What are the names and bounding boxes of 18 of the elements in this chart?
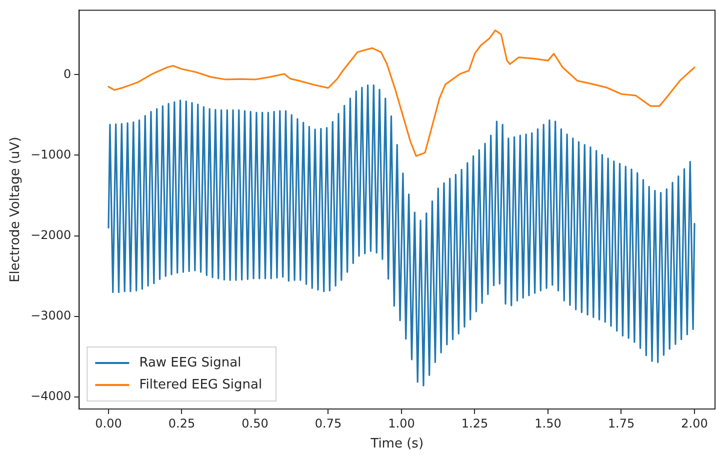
- y-tick-label: 0: [64, 66, 72, 81]
- y-tick-label: −4000: [30, 389, 72, 404]
- y-tick-label: −1000: [30, 147, 72, 162]
- x-tick-label: 1.00: [388, 416, 415, 430]
- y-tick-label: −3000: [30, 308, 72, 322]
- x-tick-label: 0.25: [168, 416, 196, 430]
- x-tick-label: 0.75: [314, 416, 342, 430]
- x-tick-label: 1.25: [461, 416, 488, 430]
- x-tick-label: 2.00: [681, 416, 708, 430]
- x-axis-title: Time (s): [370, 436, 424, 452]
- x-tick-label: 0.50: [242, 416, 268, 430]
- legend-label: Filtered EEG Signal: [139, 377, 262, 392]
- x-tick-label: 1.50: [534, 416, 562, 430]
- x-tick-label: 0.00: [95, 416, 122, 430]
- legend-label: Raw EEG Signal: [139, 355, 242, 370]
- y-axis-title: Electrode Voltage (uV): [8, 136, 24, 282]
- x-tick-label: 1.75: [608, 416, 635, 430]
- y-tick-label: −2000: [30, 228, 72, 242]
